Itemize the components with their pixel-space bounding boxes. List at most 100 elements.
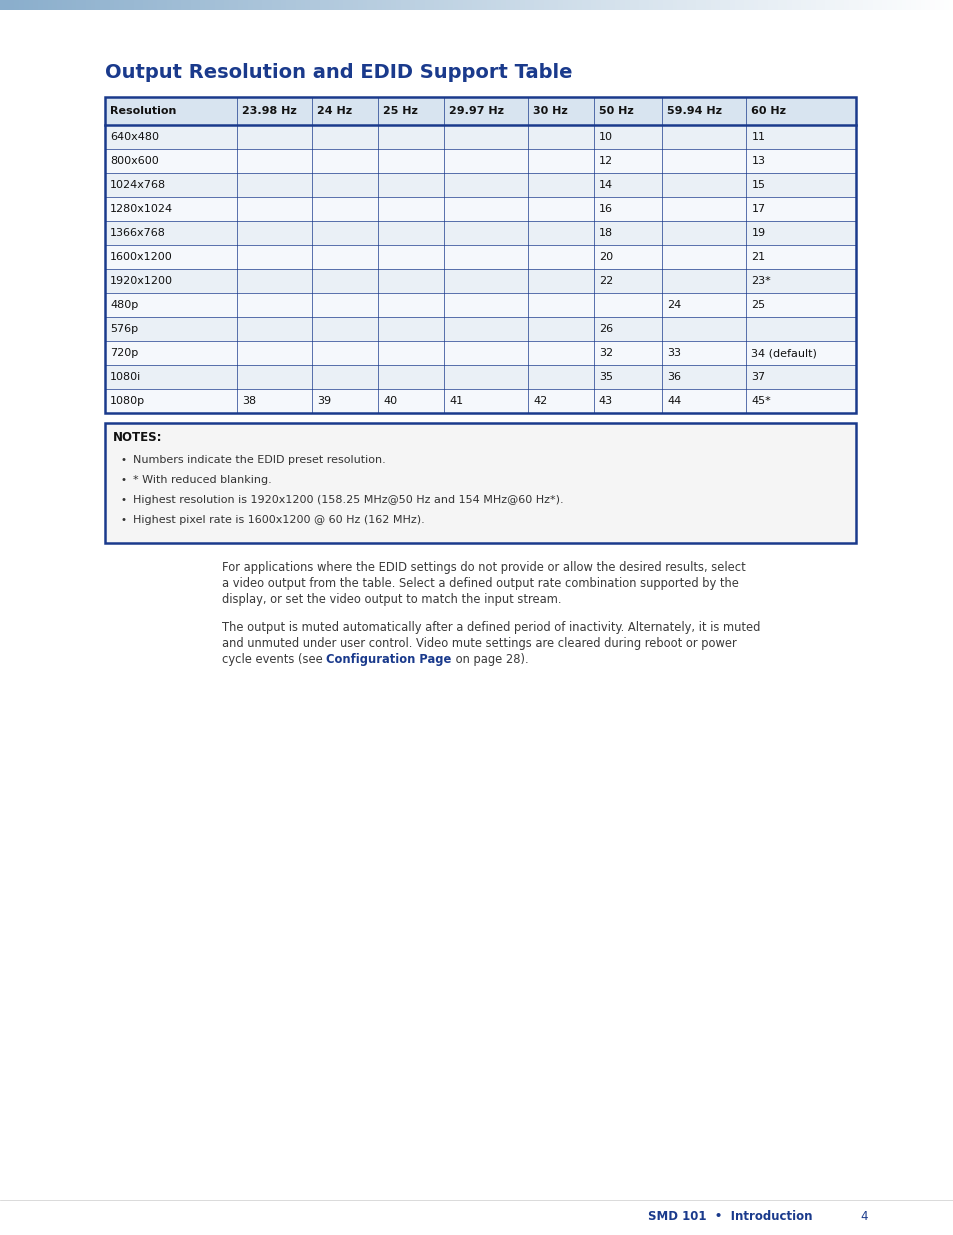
- Text: 32: 32: [598, 348, 612, 358]
- Bar: [772, 0, 777, 10]
- Bar: [529, 0, 534, 10]
- Bar: [81, 0, 86, 10]
- Bar: [200, 0, 205, 10]
- Text: 59.94 Hz: 59.94 Hz: [666, 106, 721, 116]
- Bar: [619, 0, 624, 10]
- Bar: [886, 0, 891, 10]
- Text: cycle events (see: cycle events (see: [222, 653, 326, 666]
- Bar: [605, 0, 610, 10]
- Bar: [853, 0, 858, 10]
- Text: 35: 35: [598, 372, 612, 382]
- Bar: [310, 0, 314, 10]
- Bar: [500, 0, 505, 10]
- Bar: [534, 0, 538, 10]
- Bar: [882, 0, 886, 10]
- Bar: [662, 0, 667, 10]
- Bar: [105, 424, 855, 543]
- Bar: [386, 0, 391, 10]
- Text: Configuration Page: Configuration Page: [326, 653, 451, 666]
- Text: 25 Hz: 25 Hz: [383, 106, 417, 116]
- Bar: [343, 0, 348, 10]
- Bar: [624, 0, 629, 10]
- Bar: [129, 0, 133, 10]
- Bar: [305, 0, 310, 10]
- Bar: [457, 0, 462, 10]
- Bar: [777, 0, 781, 10]
- Text: 16: 16: [598, 204, 612, 214]
- Bar: [720, 0, 724, 10]
- Bar: [181, 0, 186, 10]
- Bar: [391, 0, 395, 10]
- Text: 50 Hz: 50 Hz: [598, 106, 633, 116]
- Bar: [253, 0, 257, 10]
- Text: •: •: [121, 475, 127, 485]
- Bar: [238, 0, 243, 10]
- Bar: [86, 0, 91, 10]
- Text: 40: 40: [383, 396, 396, 406]
- Bar: [891, 0, 896, 10]
- Bar: [639, 0, 643, 10]
- Bar: [515, 0, 519, 10]
- Bar: [696, 0, 700, 10]
- Bar: [815, 0, 820, 10]
- Text: 44: 44: [666, 396, 680, 406]
- Text: 30 Hz: 30 Hz: [533, 106, 567, 116]
- Bar: [105, 98, 855, 125]
- Text: 60 Hz: 60 Hz: [751, 106, 785, 116]
- Bar: [186, 0, 191, 10]
- Bar: [519, 0, 524, 10]
- Text: on page 28).: on page 28).: [451, 653, 528, 666]
- Text: 42: 42: [533, 396, 547, 406]
- Bar: [658, 0, 662, 10]
- Bar: [920, 0, 924, 10]
- Bar: [162, 0, 167, 10]
- Bar: [872, 0, 877, 10]
- Text: •: •: [121, 515, 127, 525]
- Bar: [820, 0, 824, 10]
- Bar: [901, 0, 905, 10]
- Text: •: •: [121, 495, 127, 505]
- Bar: [739, 0, 743, 10]
- Bar: [691, 0, 696, 10]
- Bar: [862, 0, 867, 10]
- Bar: [319, 0, 324, 10]
- Bar: [415, 0, 419, 10]
- Bar: [205, 0, 210, 10]
- Text: 29.97 Hz: 29.97 Hz: [449, 106, 503, 116]
- Text: 26: 26: [598, 324, 612, 333]
- Bar: [300, 0, 305, 10]
- Bar: [105, 98, 855, 412]
- Bar: [348, 0, 353, 10]
- Bar: [643, 0, 648, 10]
- Bar: [105, 389, 855, 412]
- Bar: [67, 0, 71, 10]
- Bar: [781, 0, 786, 10]
- Bar: [943, 0, 948, 10]
- Bar: [496, 0, 500, 10]
- Bar: [100, 0, 105, 10]
- Bar: [448, 0, 453, 10]
- Bar: [467, 0, 472, 10]
- Text: 39: 39: [317, 396, 332, 406]
- Bar: [57, 0, 62, 10]
- Bar: [705, 0, 710, 10]
- Bar: [157, 0, 162, 10]
- Bar: [443, 0, 448, 10]
- Text: 25: 25: [751, 300, 764, 310]
- Text: 20: 20: [598, 252, 612, 262]
- Bar: [272, 0, 276, 10]
- Bar: [214, 0, 219, 10]
- Bar: [839, 0, 843, 10]
- Text: 1366x768: 1366x768: [110, 228, 166, 238]
- Bar: [724, 0, 729, 10]
- Bar: [558, 0, 562, 10]
- Bar: [353, 0, 357, 10]
- Bar: [133, 0, 138, 10]
- Bar: [729, 0, 734, 10]
- Bar: [395, 0, 400, 10]
- Text: 24: 24: [666, 300, 680, 310]
- Bar: [905, 0, 910, 10]
- Bar: [224, 0, 229, 10]
- Bar: [314, 0, 319, 10]
- Bar: [276, 0, 281, 10]
